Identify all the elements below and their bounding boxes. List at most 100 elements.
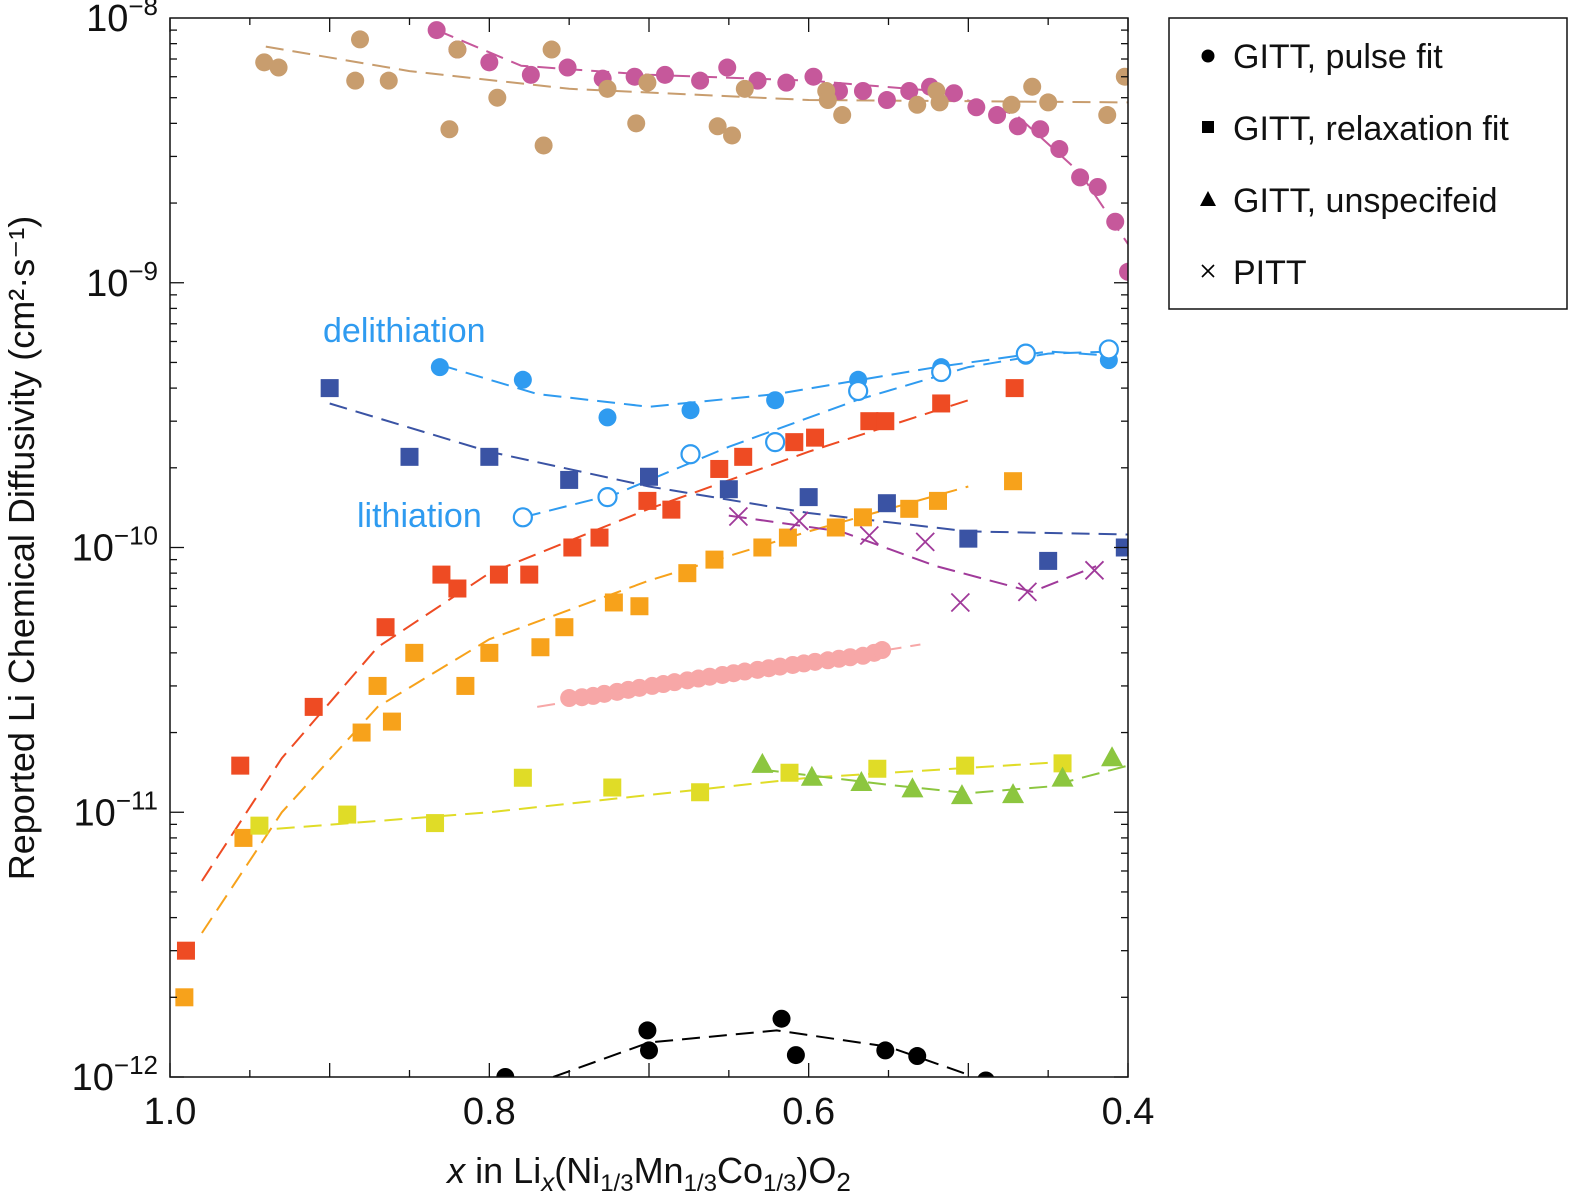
data-point-7 — [250, 816, 269, 835]
data-point-3 — [931, 361, 952, 383]
data-point-1 — [1023, 77, 1042, 96]
data-point-2 — [513, 370, 532, 389]
data-point-6 — [456, 676, 475, 695]
y-tick-base: 10 — [74, 792, 116, 834]
data-point-0 — [521, 65, 540, 84]
data-point-1 — [351, 30, 370, 49]
data-point-9 — [728, 506, 749, 527]
data-point-8 — [751, 752, 774, 773]
legend: GITT, pulse fit GITT, relaxation fit GIT… — [1168, 17, 1568, 310]
data-point-8 — [1101, 746, 1124, 767]
data-point-1 — [379, 71, 398, 90]
data-point-1 — [638, 73, 657, 92]
data-point-8 — [850, 770, 873, 791]
data-point-6 — [405, 643, 424, 662]
data-point-7 — [691, 783, 710, 802]
y-tick-label: 10−11 — [74, 785, 158, 834]
data-point-0 — [718, 58, 737, 77]
legend-label: GITT, pulse fit — [1233, 38, 1443, 76]
data-point-0 — [967, 98, 986, 117]
data-point-0 — [1008, 117, 1027, 136]
data-point-11 — [772, 1009, 791, 1028]
data-point-2 — [598, 408, 617, 427]
data-point-1 — [1098, 106, 1117, 125]
data-point-1 — [534, 136, 553, 155]
data-point-6 — [234, 828, 253, 847]
annotation-delithiation: delithiation — [323, 312, 486, 350]
data-point-9 — [1084, 560, 1105, 580]
data-point-5 — [489, 565, 508, 584]
y-tick-exponent: −10 — [114, 521, 158, 551]
data-point-11 — [786, 1046, 805, 1065]
data-point-2 — [766, 391, 785, 410]
data-point-0 — [748, 71, 767, 90]
data-point-9 — [950, 592, 970, 613]
data-point-11 — [908, 1047, 927, 1066]
fit-line-8 — [760, 764, 1128, 795]
data-point-6 — [352, 723, 371, 742]
data-point-5 — [231, 756, 250, 775]
data-point-0 — [655, 65, 674, 84]
data-point-4 — [640, 467, 658, 486]
data-point-1 — [440, 120, 459, 139]
data-point-7 — [956, 756, 975, 775]
fit-line-4 — [329, 402, 1128, 536]
data-point-4 — [877, 494, 896, 513]
y-tick-base: 10 — [86, 0, 128, 40]
legend-label: PITT — [1233, 254, 1307, 292]
data-point-1 — [542, 40, 561, 59]
x-tick-label: 0.6 — [782, 1091, 835, 1133]
legend-circle-icon — [1201, 49, 1215, 63]
data-point-1 — [269, 58, 288, 77]
data-point-11 — [977, 1071, 995, 1077]
data-point-1 — [735, 79, 754, 98]
legend-label: GITT, unspecifeid — [1233, 182, 1498, 220]
data-point-1 — [930, 93, 949, 112]
data-point-1 — [598, 79, 617, 98]
data-point-10 — [873, 641, 892, 660]
data-point-8 — [1002, 783, 1025, 804]
data-point-5 — [304, 697, 323, 716]
fit-line-6 — [201, 485, 969, 934]
legend-triangle-icon — [1200, 191, 1216, 206]
data-point-5 — [662, 500, 681, 519]
y-tick-base: 10 — [86, 263, 128, 305]
data-point-8 — [901, 777, 924, 798]
data-point-4 — [1039, 551, 1058, 570]
x-tick-label: 0.4 — [1102, 1091, 1155, 1133]
data-point-5 — [710, 459, 729, 478]
plot-frame — [169, 17, 1129, 1078]
data-point-0 — [1119, 262, 1128, 281]
data-point-5 — [785, 433, 804, 452]
data-point-1 — [448, 40, 467, 59]
data-point-5 — [520, 565, 539, 584]
y-axis-title: Reported Li Chemical Diffusivity (cm²·s⁻… — [1, 216, 42, 880]
data-point-6 — [705, 550, 724, 569]
y-tick-label: 10−8 — [86, 0, 158, 40]
data-point-11 — [640, 1041, 658, 1060]
data-point-6 — [480, 643, 499, 662]
data-point-1 — [833, 106, 852, 125]
data-point-1 — [908, 95, 927, 114]
plot-area — [175, 21, 1128, 1077]
data-point-2 — [430, 358, 449, 377]
plot-marks — [175, 21, 1128, 1077]
fit-line-7 — [249, 760, 1065, 832]
data-point-6 — [555, 618, 574, 637]
data-point-4 — [320, 379, 339, 398]
data-point-6 — [753, 538, 772, 557]
data-point-3 — [597, 487, 618, 508]
annotation-lithiation: lithiation — [357, 497, 482, 535]
data-point-6 — [531, 638, 550, 657]
data-point-5 — [932, 394, 951, 413]
data-point-9 — [915, 532, 935, 552]
data-point-6 — [678, 564, 697, 583]
data-point-11 — [638, 1021, 657, 1040]
data-point-5 — [860, 412, 879, 431]
data-point-11 — [496, 1068, 515, 1077]
data-point-0 — [427, 21, 446, 40]
data-point-8 — [950, 784, 973, 805]
data-point-3 — [680, 444, 701, 465]
data-point-4 — [719, 480, 738, 499]
